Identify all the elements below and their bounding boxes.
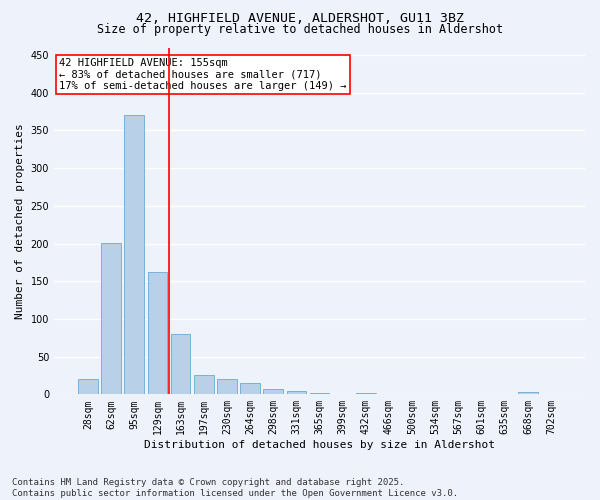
Bar bbox=[78, 380, 98, 394]
Text: 42, HIGHFIELD AVENUE, ALDERSHOT, GU11 3BZ: 42, HIGHFIELD AVENUE, ALDERSHOT, GU11 3B… bbox=[136, 12, 464, 26]
Bar bbox=[240, 383, 260, 394]
Text: 42 HIGHFIELD AVENUE: 155sqm
← 83% of detached houses are smaller (717)
17% of se: 42 HIGHFIELD AVENUE: 155sqm ← 83% of det… bbox=[59, 58, 347, 91]
Bar bbox=[194, 376, 214, 394]
Y-axis label: Number of detached properties: Number of detached properties bbox=[15, 123, 25, 319]
Bar bbox=[124, 116, 144, 394]
Bar bbox=[287, 390, 306, 394]
Bar bbox=[171, 334, 190, 394]
Bar bbox=[518, 392, 538, 394]
Bar bbox=[356, 393, 376, 394]
Bar bbox=[310, 393, 329, 394]
Bar bbox=[101, 243, 121, 394]
Text: Size of property relative to detached houses in Aldershot: Size of property relative to detached ho… bbox=[97, 22, 503, 36]
Bar bbox=[148, 272, 167, 394]
Text: Contains HM Land Registry data © Crown copyright and database right 2025.
Contai: Contains HM Land Registry data © Crown c… bbox=[12, 478, 458, 498]
X-axis label: Distribution of detached houses by size in Aldershot: Distribution of detached houses by size … bbox=[144, 440, 495, 450]
Bar bbox=[263, 389, 283, 394]
Bar bbox=[217, 380, 237, 394]
